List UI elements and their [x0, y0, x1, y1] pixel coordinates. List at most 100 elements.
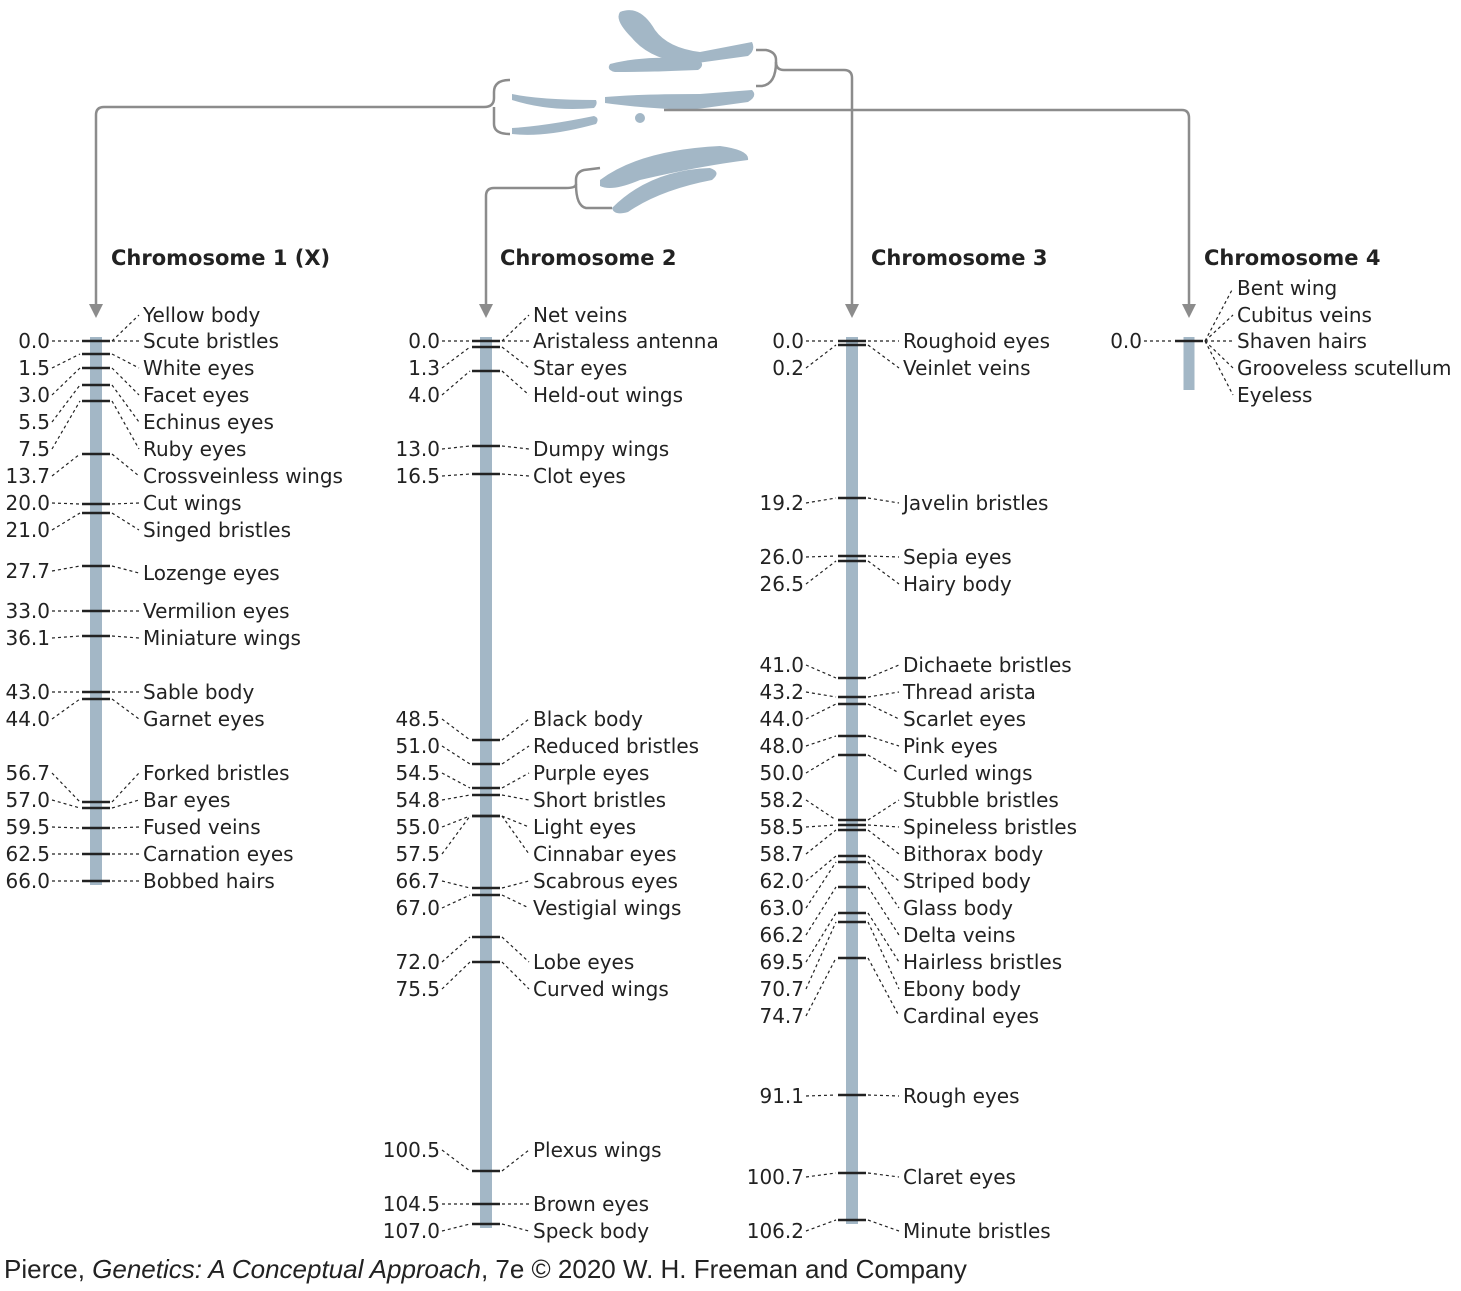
- gene-label-vestigial-wings: Vestigial wings: [533, 896, 681, 920]
- position-leader: [441, 1223, 471, 1232]
- gene-leader: [867, 1219, 900, 1232]
- gene-leader: [501, 961, 530, 990]
- position-leader: [805, 957, 837, 1017]
- gene-leader: [501, 772, 530, 789]
- gene-label-net-veins: Net veins: [533, 303, 627, 327]
- gene-label-purple-eyes: Purple eyes: [533, 761, 649, 785]
- locus-position: 19.2: [759, 491, 804, 515]
- position-leader: [805, 855, 837, 882]
- position-leader: [805, 703, 837, 720]
- gene-label-glass-body: Glass body: [903, 896, 1013, 920]
- position-leader: [805, 886, 837, 936]
- position-leader: [805, 344, 837, 369]
- gene-label-thread-arista: Thread arista: [902, 680, 1036, 704]
- position-leader: [805, 799, 837, 821]
- chromosome-4-dot: [635, 113, 645, 123]
- gene-label-cut-wings: Cut wings: [143, 491, 242, 515]
- locus-position: 48.0: [759, 734, 804, 758]
- gene-label-yellow-body: Yellow body: [142, 303, 261, 327]
- gene-label-clot-eyes: Clot eyes: [533, 464, 626, 488]
- gene-leader: [111, 826, 140, 829]
- locus-position: 3.0: [18, 383, 50, 407]
- gene-leader: [111, 502, 140, 505]
- x-chromosome-left-bottom: [512, 116, 598, 135]
- locus-position: 58.7: [759, 842, 804, 866]
- gene-leader: [111, 384, 140, 423]
- position-leader: [805, 691, 837, 698]
- gene-leader: [501, 1223, 530, 1232]
- position-leader: [51, 635, 81, 639]
- position-leader: [441, 370, 471, 396]
- gene-label-pink-eyes: Pink eyes: [903, 734, 998, 758]
- position-leader: [51, 799, 81, 809]
- gene-label-stubble-bristles: Stubble bristles: [903, 788, 1059, 812]
- gene-label-plexus-wings: Plexus wings: [533, 1138, 662, 1162]
- gene-label-minute-bristles: Minute bristles: [903, 1219, 1051, 1243]
- locus-position: 107.0: [383, 1219, 440, 1243]
- chromosome-connector-lines: [89, 48, 1196, 318]
- locus-position: 0.0: [18, 329, 50, 353]
- gene-leader: [867, 921, 900, 990]
- locus-position: 50.0: [759, 761, 804, 785]
- locus-position: 44.0: [759, 707, 804, 731]
- gene-leader: [1204, 340, 1234, 396]
- locus-position: 59.5: [5, 815, 50, 839]
- position-leader: [51, 698, 81, 720]
- gene-leader: [111, 314, 140, 342]
- chromosome-bar: [846, 337, 858, 1224]
- connector-chromosome-3-bracket: [756, 61, 778, 88]
- position-leader: [51, 502, 81, 505]
- gene-label-black-body: Black body: [533, 707, 643, 731]
- gene-leader: [867, 1094, 900, 1097]
- locus-position: 20.0: [5, 491, 50, 515]
- gene-label-aristaless-antenna: Aristaless antenna: [533, 329, 719, 353]
- gene-label-light-eyes: Light eyes: [533, 815, 636, 839]
- position-leader: [805, 735, 837, 747]
- arrow-chromosome-2: [479, 304, 493, 318]
- gene-label-claret-eyes: Claret eyes: [903, 1165, 1016, 1189]
- chromosome-title: Chromosome 3: [871, 246, 1047, 270]
- locus-position: 69.5: [759, 950, 804, 974]
- position-leader: [805, 754, 837, 774]
- gene-leader: [867, 555, 900, 558]
- arrow-chromosome-1: [89, 304, 103, 318]
- gene-label-white-eyes: White eyes: [143, 356, 254, 380]
- locus-position: 58.5: [759, 815, 804, 839]
- position-leader: [51, 453, 81, 477]
- gene-label-spineless-bristles: Spineless bristles: [903, 815, 1077, 839]
- gene-label-short-bristles: Short bristles: [533, 788, 666, 812]
- figure-credit: Pierce, Genetics: A Conceptual Approach,…: [4, 1254, 967, 1288]
- locus-position: 91.1: [759, 1084, 804, 1108]
- gene-leader: [1204, 340, 1234, 369]
- locus-position: 16.5: [395, 464, 440, 488]
- connector-chromosome-1-bracket: [492, 107, 511, 136]
- gene-label-cardinal-eyes: Cardinal eyes: [903, 1004, 1039, 1028]
- gene-label-singed-bristles: Singed bristles: [143, 518, 291, 542]
- position-leader: [441, 815, 471, 828]
- gene-leader: [867, 735, 900, 747]
- position-leader: [805, 497, 837, 504]
- gene-leader: [501, 314, 530, 342]
- position-leader: [441, 473, 471, 477]
- position-leader: [51, 384, 81, 423]
- locus-position: 57.0: [5, 788, 50, 812]
- gene-leader: [501, 815, 530, 855]
- gene-leader: [111, 772, 140, 803]
- locus-position: 4.0: [408, 383, 440, 407]
- gene-label-garnet-eyes: Garnet eyes: [143, 707, 265, 731]
- gene-leader: [111, 565, 140, 574]
- locus-position: 106.2: [747, 1219, 804, 1243]
- gene-leader: [501, 370, 530, 396]
- position-leader: [51, 367, 81, 396]
- gene-leader: [867, 497, 900, 504]
- position-leader: [441, 815, 471, 855]
- gene-leader: [111, 367, 140, 396]
- gene-leader: [501, 745, 530, 765]
- gene-label-veinlet-veins: Veinlet veins: [903, 356, 1031, 380]
- gene-label-scabrous-eyes: Scabrous eyes: [533, 869, 678, 893]
- x-chromosome-upper: [618, 10, 754, 65]
- gene-leader: [867, 829, 900, 855]
